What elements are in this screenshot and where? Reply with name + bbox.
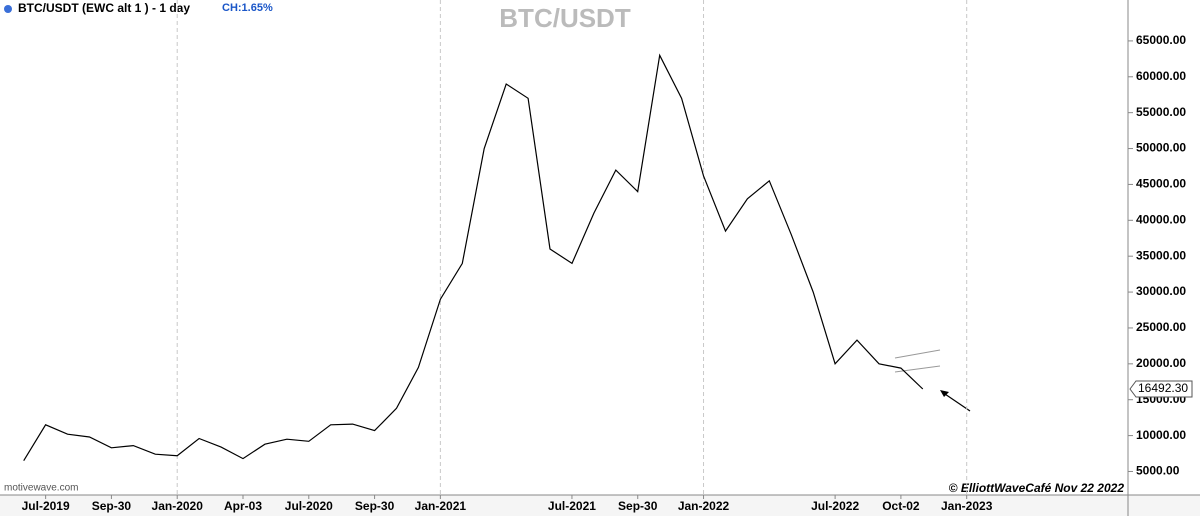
y-tick-label: 50000.00	[1136, 141, 1186, 155]
x-tick-label: Sep-30	[355, 499, 395, 513]
y-tick-label: 30000.00	[1136, 284, 1186, 298]
source: motivewave.com	[4, 483, 78, 494]
x-tick-label: Sep-30	[92, 499, 132, 513]
chart-title: BTC/USDT	[499, 3, 631, 33]
last-price-label: 16492.30	[1138, 381, 1188, 395]
y-tick-label: 20000.00	[1136, 356, 1186, 370]
arrow-head	[940, 390, 949, 397]
x-tick-label: Jul-2021	[548, 499, 596, 513]
x-tick-label: Jan-2020	[152, 499, 204, 513]
y-tick-label: 40000.00	[1136, 212, 1186, 226]
x-tick-label: Oct-02	[882, 499, 920, 513]
y-tick-label: 5000.00	[1136, 464, 1180, 478]
copyright: © ElliottWaveCafé Nov 22 2022	[949, 481, 1125, 495]
y-tick-label: 65000.00	[1136, 33, 1186, 47]
x-tick-label: Jan-2023	[941, 499, 993, 513]
change: CH:1.65%	[222, 2, 273, 14]
x-tick-label: Jul-2020	[285, 499, 333, 513]
y-tick-label: 35000.00	[1136, 248, 1186, 262]
price-line	[23, 53, 924, 462]
series-dot	[4, 5, 12, 13]
x-tick-label: Jan-2022	[678, 499, 730, 513]
y-tick-label: 10000.00	[1136, 428, 1186, 442]
last-price-box	[1129, 380, 1193, 398]
y-tick-label: 45000.00	[1136, 177, 1186, 191]
pattern-line	[894, 349, 941, 359]
y-tick-label: 60000.00	[1136, 69, 1186, 83]
arrow	[941, 391, 971, 412]
y-tick-label: 55000.00	[1136, 105, 1186, 119]
header: BTC/USDT (EWC alt 1 ) - 1 day	[18, 1, 190, 15]
x-axis-bar	[0, 495, 1200, 516]
x-tick-label: Jul-2019	[22, 499, 70, 513]
y-tick-label: 25000.00	[1136, 320, 1186, 334]
pattern-line	[894, 365, 941, 373]
x-tick-label: Jul-2022	[811, 499, 859, 513]
x-tick-label: Jan-2021	[415, 499, 467, 513]
x-tick-label: Apr-03	[224, 499, 262, 513]
x-tick-label: Sep-30	[618, 499, 658, 513]
